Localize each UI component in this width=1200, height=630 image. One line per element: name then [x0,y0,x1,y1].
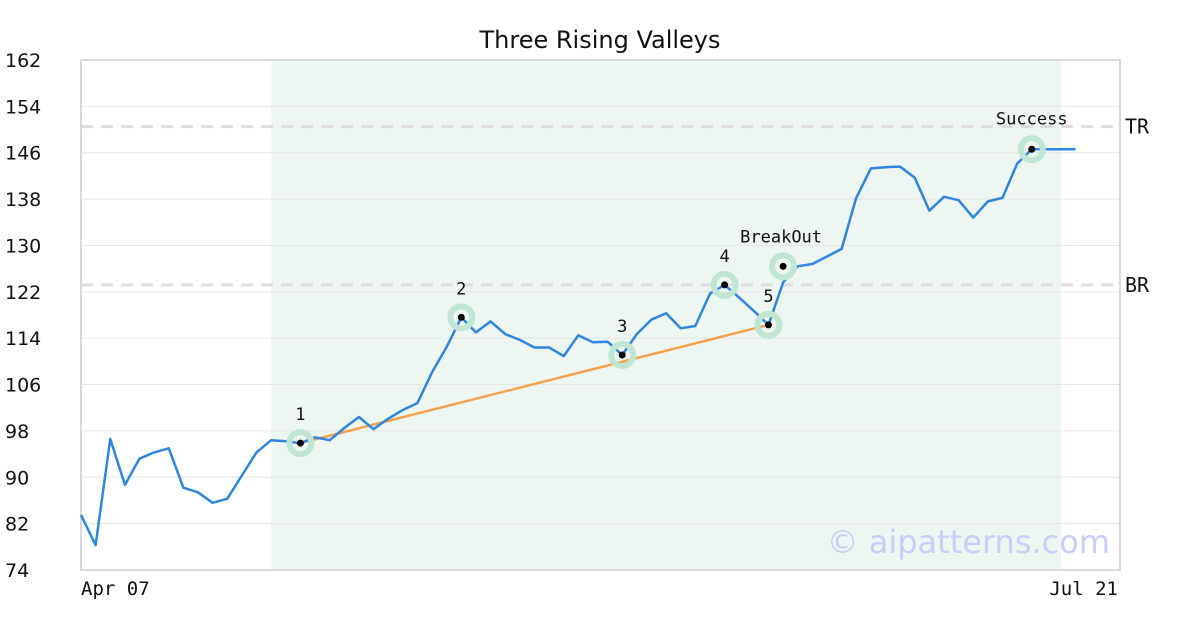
levels: TR BR [81,115,1150,297]
y-tick-label: 154 [5,96,41,118]
key-point-dot [779,262,787,270]
series [79,148,1076,547]
level-label: BR [1125,273,1150,297]
key-point-ring [447,303,476,332]
key-point-label: 5 [763,287,773,307]
key-point-label: Success [996,109,1068,129]
key-point-dot [764,321,772,329]
key-point: BreakOut [740,227,822,281]
key-point-label: 1 [295,405,305,425]
trendline-segment [300,323,769,445]
y-tick-label: 82 [5,514,29,536]
trendline [300,323,769,445]
y-tick-label: 138 [5,189,41,211]
y-tick-label: 162 [5,50,41,72]
y-tick-label: 122 [5,282,41,304]
grid [81,59,1120,571]
key-point-ring [769,252,798,281]
key-point-dot [618,351,626,359]
y-axis: 74 82 90 98 106 114 122 130 138 146 154 162 [5,50,41,582]
key-point-dot [1028,145,1036,153]
key-point: 3 [608,317,637,369]
x-tick-start: Apr 07 [81,578,150,600]
key-point-ring [754,310,783,339]
key-point-label: 2 [456,279,466,299]
watermark: © aipatterns.com [827,523,1110,561]
price-line [79,148,1076,547]
level-label: TR [1125,115,1150,139]
key-point-label: 4 [719,247,729,267]
key-points: 1 2 3 4 5 BreakOut Success [286,109,1068,458]
key-point: 1 [286,405,315,458]
y-tick-label: 74 [5,560,29,582]
key-point: 4 [710,247,739,299]
key-point-ring [710,270,739,299]
y-tick-label: 114 [5,328,41,350]
key-point: Success [996,109,1068,164]
x-tick-end: Jul 21 [1049,578,1118,600]
y-tick-label: 90 [5,467,29,489]
key-point: 2 [447,279,476,332]
key-point-label: 3 [617,317,627,337]
key-point-ring [1017,135,1046,164]
key-point-dot [296,439,304,447]
y-tick-label: 130 [5,235,41,257]
y-tick-label: 98 [5,421,29,443]
key-point: 5 [754,287,783,339]
chart-title: Three Rising Valleys [478,26,720,54]
y-tick-label: 146 [5,143,41,165]
key-point-dot [721,281,729,289]
key-point-ring [608,340,637,369]
key-point-label: BreakOut [740,227,822,247]
y-tick-label: 106 [5,375,41,397]
key-point-dot [457,313,465,321]
plot-frame [80,59,1121,571]
key-point-ring [286,429,315,458]
